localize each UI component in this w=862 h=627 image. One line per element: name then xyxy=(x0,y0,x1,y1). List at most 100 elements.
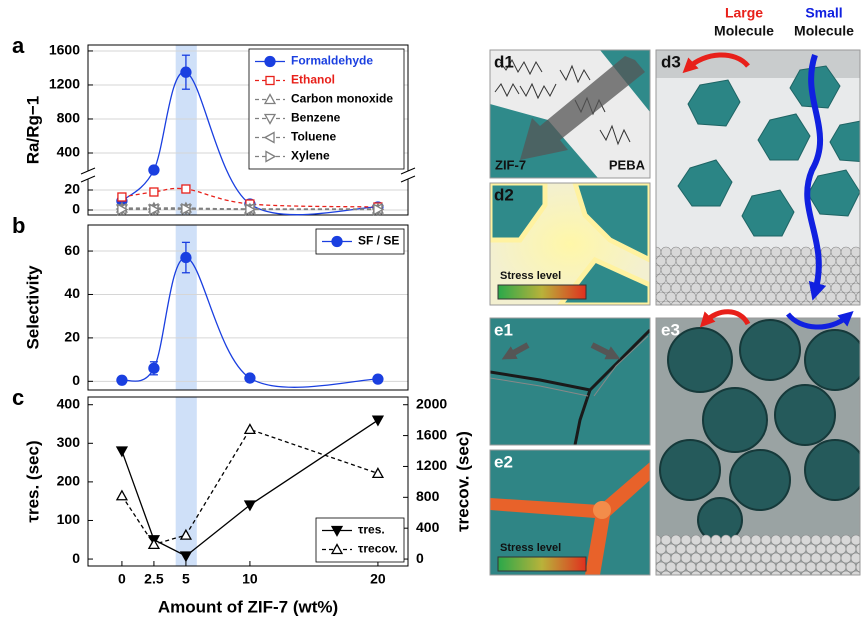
axis-break xyxy=(402,171,414,179)
sphere xyxy=(671,283,681,293)
sphere xyxy=(776,292,786,302)
sphere xyxy=(711,247,721,257)
y2-tick-label: 1600 xyxy=(416,426,447,442)
panel-label: e2 xyxy=(494,452,513,471)
sphere xyxy=(756,562,766,572)
sphere xyxy=(711,265,721,275)
sphere xyxy=(696,562,706,572)
sphere xyxy=(796,256,806,266)
sphere xyxy=(741,265,751,275)
sphere xyxy=(776,274,786,284)
sphere xyxy=(666,274,676,284)
sphere xyxy=(671,535,681,545)
sphere xyxy=(741,301,751,311)
sphere xyxy=(711,301,721,311)
sphere xyxy=(781,553,791,563)
y-axis-label: τres. (sec) xyxy=(23,440,42,522)
sphere xyxy=(751,301,761,311)
sphere xyxy=(666,292,676,302)
sphere xyxy=(701,283,711,293)
y-tick-label: 0 xyxy=(72,201,80,217)
marker xyxy=(245,373,255,383)
sphere xyxy=(731,535,741,545)
sphere xyxy=(846,274,856,284)
x-tick-label: 0 xyxy=(118,571,126,587)
image-d3 xyxy=(651,50,862,311)
sphere xyxy=(696,544,706,554)
sphere xyxy=(786,544,796,554)
sphere xyxy=(681,553,691,563)
sphere xyxy=(761,553,771,563)
sphere xyxy=(781,571,791,581)
sphere-layer xyxy=(651,535,862,581)
sphere xyxy=(811,553,821,563)
sphere xyxy=(831,247,841,257)
image-text: Large xyxy=(725,5,763,21)
sphere xyxy=(691,571,701,581)
sphere xyxy=(751,553,761,563)
sphere xyxy=(841,553,851,563)
sphere xyxy=(751,535,761,545)
sphere xyxy=(731,247,741,257)
sphere xyxy=(721,535,731,545)
sphere xyxy=(771,571,781,581)
sphere xyxy=(701,535,711,545)
sphere xyxy=(791,571,801,581)
sphere xyxy=(821,247,831,257)
sphere xyxy=(831,571,841,581)
sphere xyxy=(731,283,741,293)
sphere xyxy=(671,247,681,257)
sphere xyxy=(771,265,781,275)
y-tick-label: 20 xyxy=(64,329,80,345)
sphere xyxy=(836,562,846,572)
sphere xyxy=(746,274,756,284)
legend-label: Benzene xyxy=(291,111,341,125)
marker xyxy=(245,424,255,433)
sphere xyxy=(846,544,856,554)
legend-label: Formaldehyde xyxy=(291,54,373,68)
marker xyxy=(373,374,383,384)
sphere xyxy=(791,283,801,293)
sphere xyxy=(691,535,701,545)
sphere xyxy=(701,247,711,257)
sphere xyxy=(676,274,686,284)
sphere xyxy=(796,544,806,554)
image-e1 xyxy=(490,318,650,445)
sphere xyxy=(766,562,776,572)
sphere xyxy=(736,544,746,554)
sphere xyxy=(711,535,721,545)
marker xyxy=(373,416,383,425)
sphere xyxy=(756,256,766,266)
sphere xyxy=(671,301,681,311)
sphere xyxy=(671,553,681,563)
sphere xyxy=(841,571,851,581)
y-tick-label: 300 xyxy=(57,434,81,450)
sphere xyxy=(796,274,806,284)
y-tick-label: 200 xyxy=(57,473,81,489)
sphere xyxy=(841,301,851,311)
sphere xyxy=(731,571,741,581)
sphere xyxy=(766,292,776,302)
sphere xyxy=(831,283,841,293)
image-e3 xyxy=(651,318,862,581)
axis-break xyxy=(82,171,94,179)
sphere xyxy=(716,562,726,572)
y2-axis-label: τrecov. (sec) xyxy=(453,431,472,532)
sphere xyxy=(661,247,671,257)
sphere xyxy=(771,535,781,545)
sphere xyxy=(806,256,816,266)
sphere xyxy=(751,265,761,275)
sphere xyxy=(791,553,801,563)
sphere xyxy=(691,247,701,257)
sphere xyxy=(736,256,746,266)
sphere xyxy=(741,553,751,563)
sphere xyxy=(661,265,671,275)
sphere xyxy=(681,301,691,311)
sphere xyxy=(691,553,701,563)
sphere xyxy=(731,301,741,311)
sphere xyxy=(706,562,716,572)
sphere xyxy=(696,256,706,266)
sphere xyxy=(691,265,701,275)
sphere xyxy=(741,571,751,581)
sphere xyxy=(836,544,846,554)
